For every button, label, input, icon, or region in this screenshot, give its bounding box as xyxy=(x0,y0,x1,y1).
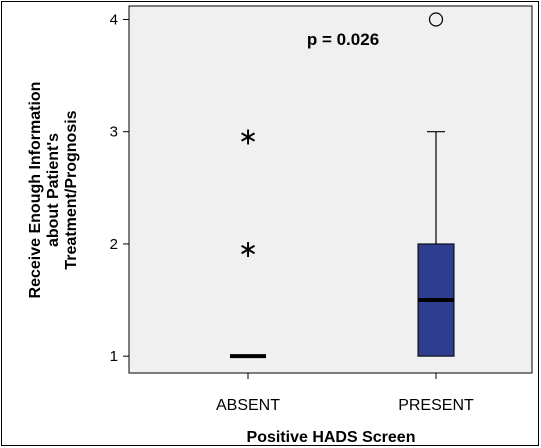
y-axis-title: Receive Enough Informationabout Patient'… xyxy=(27,82,80,299)
outlier-circle-marker xyxy=(428,12,444,27)
extreme-star-marker: ∗ xyxy=(238,123,258,151)
box-group-present xyxy=(417,12,455,357)
y-axis-title-line: Treatment/Prognosis xyxy=(63,110,80,269)
x-axis: ABSENT PRESENT xyxy=(216,373,474,414)
chart-marks: ∗∗ xyxy=(230,12,455,359)
x-axis-title: Positive HADS Screen xyxy=(247,429,416,446)
y-tick-label: 3 xyxy=(110,124,118,141)
y-tick-label: 4 xyxy=(110,11,118,28)
x-tick-label-present: PRESENT xyxy=(398,397,474,414)
y-axis: 1 2 3 4 xyxy=(110,11,129,365)
box-group-absent: ∗∗ xyxy=(230,123,266,359)
y-tick-label: 2 xyxy=(110,236,118,253)
p-value-annotation: p = 0.026 xyxy=(307,30,379,49)
y-axis-title-line: about Patient's xyxy=(45,133,62,247)
y-tick-label: 1 xyxy=(110,348,118,365)
y-axis-title-text: Receive Enough Informationabout Patient'… xyxy=(27,82,80,299)
x-tick-label-absent: ABSENT xyxy=(216,397,280,414)
plot-area xyxy=(128,5,533,374)
y-axis-title-line: Receive Enough Information xyxy=(27,82,44,299)
extreme-star-marker: ∗ xyxy=(238,235,258,263)
